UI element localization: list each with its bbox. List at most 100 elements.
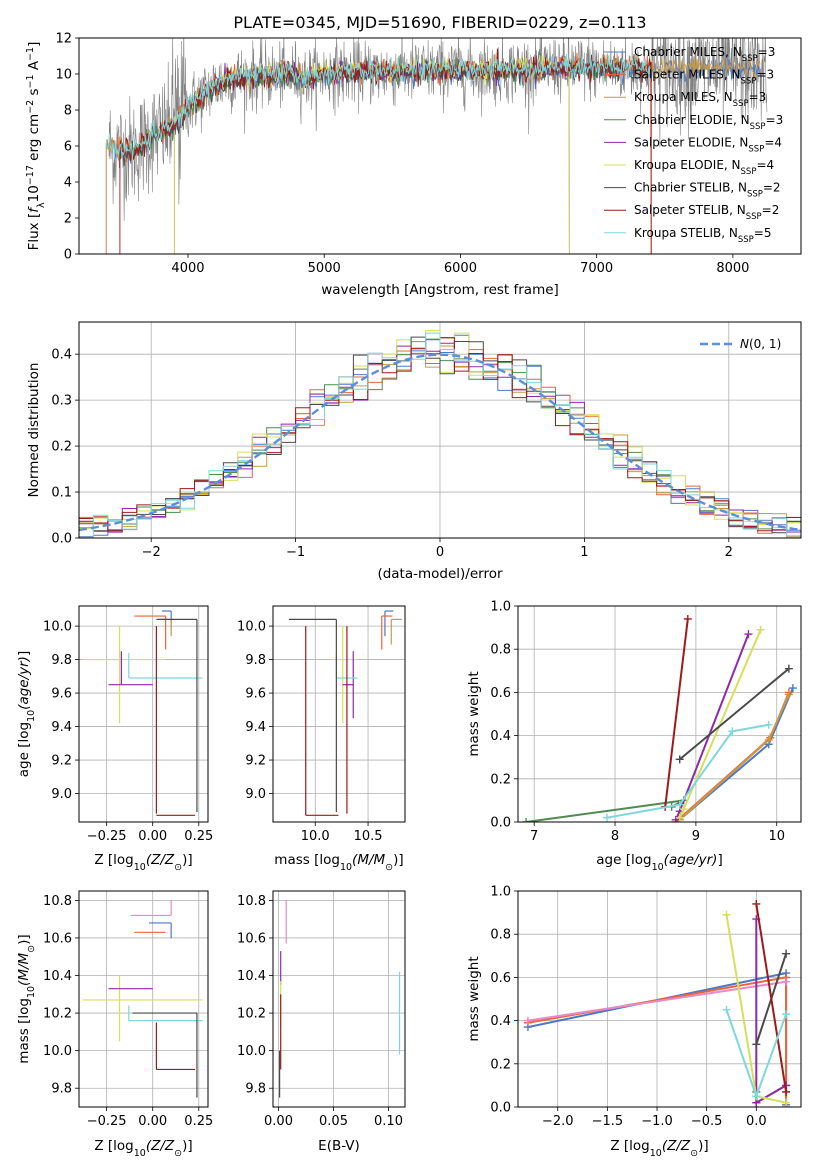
weight-marker: [602, 813, 611, 822]
weight-line: [606, 723, 769, 819]
label-part: −17: [25, 165, 36, 185]
label-part: Z [: [94, 1138, 113, 1154]
label-part: )]: [182, 1138, 193, 1154]
label-part: Z [: [610, 1138, 629, 1154]
y-axis-label: age [log10(age/yr)]: [16, 651, 37, 777]
y-tick-label: 10.6: [237, 931, 266, 946]
x-tick-label: 7: [530, 829, 538, 844]
label-part: ⊙: [174, 862, 182, 873]
x-tick-label: 10.0: [301, 829, 330, 844]
legend-label: Kroupa MILES, NSSP=3: [634, 90, 766, 109]
label-part: mass [: [274, 852, 319, 868]
label-part: )]: [16, 934, 32, 945]
mass-vs-ebv-panel: 0.00 0.05 0.10 9.8 10.0 10.2 10.4 10.6 10.8 E(B-V…: [237, 890, 406, 1154]
weight-marker: [782, 977, 791, 986]
mass-vs-metallicity-panel: −0.25 0.00 0.259.810.010.210.410.610.8Z [l…: [16, 890, 213, 1159]
x-tick-label: 7000: [580, 261, 613, 276]
legend-label: Kroupa STELIB, NSSP=5: [634, 226, 772, 245]
legend-part: =2: [762, 203, 780, 217]
weight-marker: [764, 735, 773, 744]
residual-histogram: [79, 337, 801, 537]
label-part: 10: [650, 1148, 662, 1159]
y-tick-label: 9.8: [51, 653, 72, 668]
label-part: log: [631, 852, 652, 868]
x-tick-label: −0.25: [87, 829, 127, 844]
label-part: 10: [134, 862, 146, 873]
legend-part: =5: [754, 226, 772, 240]
label-part: (age/yr): [664, 852, 718, 868]
x-tick-label: −1: [286, 545, 305, 560]
age-vs-metallicity-panel: −0.25 0.00 0.259.09.29.49.69.810.0Z [log10…: [16, 605, 213, 873]
x-axis-label: Z [log10(Z/Z⊙)]: [94, 1138, 192, 1159]
y-tick-label: 0.1: [51, 486, 72, 501]
weight-marker: [784, 690, 793, 699]
label-part: wavelength [Angstrom, rest frame]: [321, 282, 559, 298]
legend-part: Chabrier MILES, N: [634, 45, 742, 59]
y-tick-label: 0.4: [490, 729, 511, 744]
weight-marker: [675, 813, 684, 822]
label-part: 10: [26, 710, 37, 722]
weight-marker: [782, 1087, 791, 1096]
x-tick-label: 4000: [171, 261, 204, 276]
legend-part: =4: [764, 135, 782, 149]
legend-part: =2: [763, 181, 781, 195]
label-part: (age/yr): [16, 656, 32, 710]
y-tick-label: 0.0: [490, 1101, 511, 1116]
weight-line: [675, 692, 790, 822]
legend-part: Chabrier ELODIE, N: [634, 113, 750, 127]
label-part: ]: [16, 651, 32, 656]
y-tick-label: 2: [64, 212, 72, 227]
weight-marker: [752, 1040, 761, 1049]
weight-marker: [782, 1010, 791, 1019]
label-part: ⊙: [690, 1148, 698, 1159]
weight-marker: [728, 727, 737, 736]
y-tick-label: 9.8: [51, 1082, 72, 1097]
legend-label: Salpeter STELIB, NSSP=2: [634, 203, 779, 222]
y-tick-label: 9.4: [51, 720, 72, 735]
legend-part: SSP: [738, 235, 754, 245]
x-tick-label: 6000: [444, 261, 477, 276]
y-tick-label: 9.6: [245, 687, 266, 702]
weight-line: [525, 799, 685, 822]
figure-title: PLATE=0345, MJD=51690, FIBERID=0229, z=0…: [233, 13, 646, 32]
x-tick-label: −2.0: [542, 1114, 574, 1129]
y-tick-label: 1.0: [490, 885, 511, 900]
weight-line: [678, 629, 762, 819]
weight-marker: [722, 910, 731, 919]
spectrum-panel: 4000 5000 6000 7000 8000 0 2 4 6 8 10 12 Chabrier MI…: [25, 32, 802, 298]
y-tick-label: 10.2: [237, 1007, 266, 1022]
label-part: −2: [25, 100, 36, 114]
weight-line: [755, 919, 787, 1105]
plot-area: [523, 899, 791, 1107]
y-tick-label: 9.0: [245, 787, 266, 802]
x-tick-label: 1: [580, 545, 588, 560]
legend-label: Chabrier STELIB, NSSP=2: [634, 181, 781, 200]
legend-part: SSP: [746, 212, 762, 222]
plot-area: [79, 329, 801, 538]
weight-line: [679, 687, 794, 821]
label-part: age [: [16, 743, 32, 778]
x-tick-label: 5000: [308, 261, 341, 276]
y-tick-label: 8: [64, 104, 72, 119]
legend-part: SSP: [742, 54, 758, 64]
legend-part: Chabrier STELIB, N: [634, 181, 747, 195]
label-part: mass weight: [466, 671, 482, 756]
label-part: ⊙: [26, 945, 37, 953]
axes-frame: [78, 321, 802, 539]
plot-area: [279, 900, 401, 1098]
legend-part: Kroupa STELIB, N: [634, 226, 738, 240]
label-part: (M/M: [352, 852, 385, 868]
x-tick-label: 0.25: [184, 829, 213, 844]
plot-area: [105, 38, 768, 254]
y-tick-label: 0.6: [490, 686, 511, 701]
label-part: (data-model)/error: [377, 566, 503, 582]
residual-histogram: [79, 332, 801, 538]
label-part: Z [: [94, 852, 113, 868]
label-part: log: [319, 852, 340, 868]
x-tick-label: 0.00: [138, 1114, 167, 1129]
y-tick-label: 10.6: [43, 931, 72, 946]
legend-part: SSP: [750, 122, 766, 132]
label-part: log: [113, 1138, 134, 1154]
y-tick-label: 0.4: [490, 1014, 511, 1029]
y-tick-label: 0.2: [490, 772, 511, 787]
